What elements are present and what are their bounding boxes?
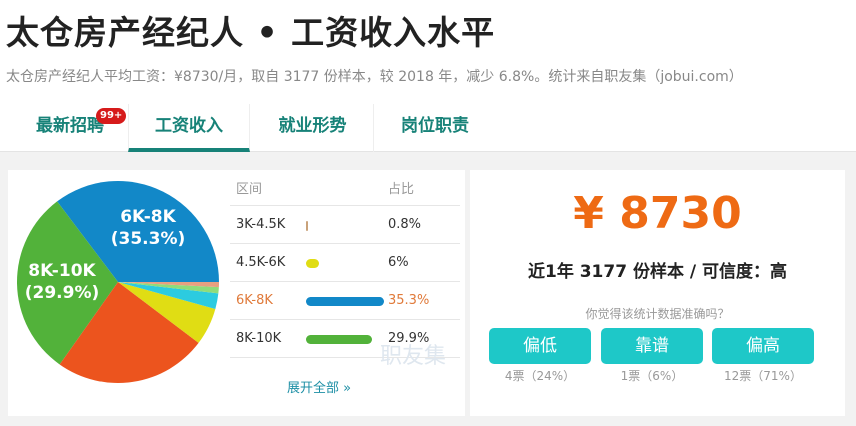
vote-high-count: 12票（71%） <box>724 369 802 383</box>
ratio-bar <box>306 259 319 268</box>
distribution-table: 区间 占比 3K-4.5K 0.8% 4.5K-6K 6% 6K-8K 35.3% 8K… <box>230 178 460 358</box>
range: 4.5K-6K <box>236 255 286 270</box>
count-badge: 99+ <box>96 108 127 124</box>
ratio-bar <box>306 221 308 231</box>
tab-bar: 最新招聘 99+ 工资收入 就业形势 岗位职责 <box>0 104 856 152</box>
table-row: 8K-10K 29.9% <box>230 320 460 358</box>
vote-low-count: 4票（24%） <box>504 369 576 383</box>
tab-duties[interactable]: 岗位职责 <box>376 104 494 152</box>
tab-latest-jobs[interactable]: 最新招聘 <box>20 104 120 152</box>
ratio: 6% <box>388 255 409 270</box>
pie-slice-5 <box>118 282 219 294</box>
page-subtitle: 太仓房产经纪人平均工资：¥8730/月，取自 3177 份样本，较 2018 年… <box>6 69 743 85</box>
accuracy-question: 你觉得该统计数据准确吗？ <box>585 307 730 321</box>
range: 8K-10K <box>236 331 282 346</box>
watermark: 职友集 <box>380 344 447 369</box>
vote-high-button[interactable]: 偏高 <box>712 328 814 364</box>
slice-pct-8k-10k: (29.9%) <box>25 283 100 303</box>
slice-label-8k-10k: 8K-10K <box>28 261 96 281</box>
range: 3K-4.5K <box>236 217 286 232</box>
range: 6K-8K <box>236 293 273 308</box>
table-row: 4.5K-6K 6% <box>230 244 460 282</box>
tab-label: 岗位职责 <box>401 116 469 136</box>
average-salary: ¥ 8730 <box>573 188 742 239</box>
expand-all-link[interactable]: 展开全部 » <box>287 381 352 396</box>
vote-accurate-button[interactable]: 靠谱 <box>601 328 703 364</box>
pie-slice-6 <box>118 282 219 288</box>
pie-chart: 6K-8K (35.3%) 8K-10K (29.9%) <box>16 181 220 383</box>
ratio: 0.8% <box>388 217 422 232</box>
pie-slice-2 <box>59 282 199 383</box>
page-title: 太仓房产经纪人 • 工资收入水平 <box>6 13 496 52</box>
slice-label-6k-8k: 6K-8K <box>120 207 176 227</box>
table-header: 区间 占比 <box>230 178 460 206</box>
pie-slice-8k-10k <box>16 201 118 365</box>
ratio-bar <box>306 335 372 344</box>
table-row: 6K-8K 35.3% <box>230 282 460 320</box>
vote-low-button[interactable]: 偏低 <box>489 328 591 364</box>
pie-slice-4 <box>118 282 219 309</box>
pie-slice-3 <box>118 282 216 343</box>
tab-salary[interactable]: 工资收入 <box>128 104 250 152</box>
pie-slice-6k-8k <box>57 181 220 282</box>
tab-label: 工资收入 <box>155 116 223 136</box>
tab-employment[interactable]: 就业形势 <box>252 104 374 152</box>
slice-pct-6k-8k: (35.3%) <box>111 229 186 249</box>
col-range: 区间 <box>236 182 263 197</box>
ratio-bar <box>306 297 384 306</box>
col-ratio: 占比 <box>388 182 415 197</box>
tab-label: 最新招聘 <box>36 116 104 136</box>
ratio: 35.3% <box>388 293 430 308</box>
ratio: 29.9% <box>388 331 430 346</box>
tab-label: 就业形势 <box>278 116 347 136</box>
vote-accurate-count: 1票（6%） <box>620 369 684 383</box>
summary-card <box>470 170 845 416</box>
sample-info: 近1年 3177 份样本 / 可信度：高 <box>527 262 788 282</box>
table-row: 3K-4.5K 0.8% <box>230 206 460 244</box>
